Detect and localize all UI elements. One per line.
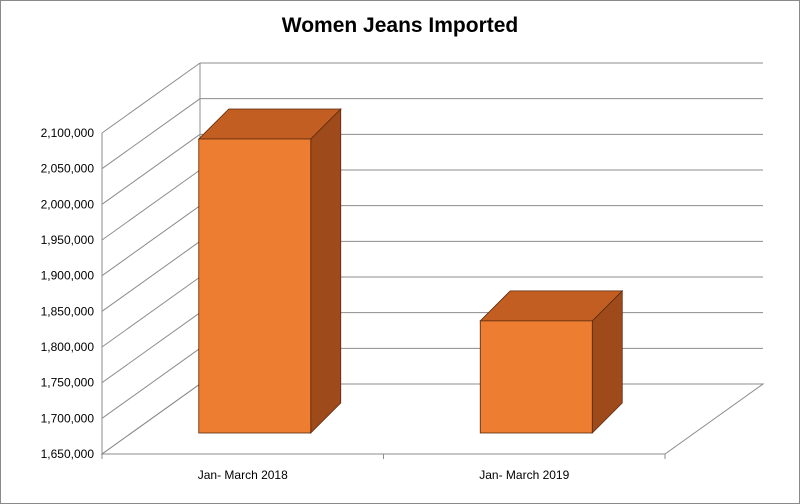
y-tick-label: 1,850,000 [41, 304, 95, 318]
y-tick-label: 2,050,000 [41, 162, 95, 176]
y-tick-label: 1,650,000 [41, 447, 95, 461]
side-wall-gridline [101, 240, 201, 312]
side-wall-gridline [101, 312, 201, 384]
side-wall-gridline [101, 276, 201, 348]
bar-front-face [198, 138, 312, 434]
x-tick-label: Jan- March 2019 [479, 468, 569, 482]
bar-side-face [310, 108, 342, 434]
bar [479, 289, 624, 434]
side-wall-gridline [101, 62, 201, 134]
y-tick-label: 1,950,000 [41, 233, 95, 247]
bar [197, 108, 342, 434]
chart-title: Women Jeans Imported [281, 14, 519, 37]
chart-floor [100, 383, 765, 455]
y-tick-label: 2,000,000 [41, 197, 95, 211]
x-tick-label: Jan- March 2018 [198, 468, 288, 482]
side-wall-gridline [101, 133, 201, 205]
y-tick-label: 2,100,000 [41, 126, 95, 140]
bar-front-face [479, 320, 593, 434]
y-tick-label: 1,900,000 [41, 269, 95, 283]
bar-layer [197, 108, 624, 434]
label-layer: 1,650,000 1,700,000 1,750,000 1,800,000 1,85… [41, 126, 570, 482]
side-wall-gridline [101, 205, 201, 277]
y-tick-label: 1,800,000 [41, 340, 95, 354]
side-wall-gridline [101, 98, 201, 170]
side-wall-gridline [101, 169, 201, 241]
side-wall-gridline [101, 347, 201, 419]
y-tick-label: 1,700,000 [41, 411, 95, 425]
y-tick-label: 1,750,000 [41, 376, 95, 390]
